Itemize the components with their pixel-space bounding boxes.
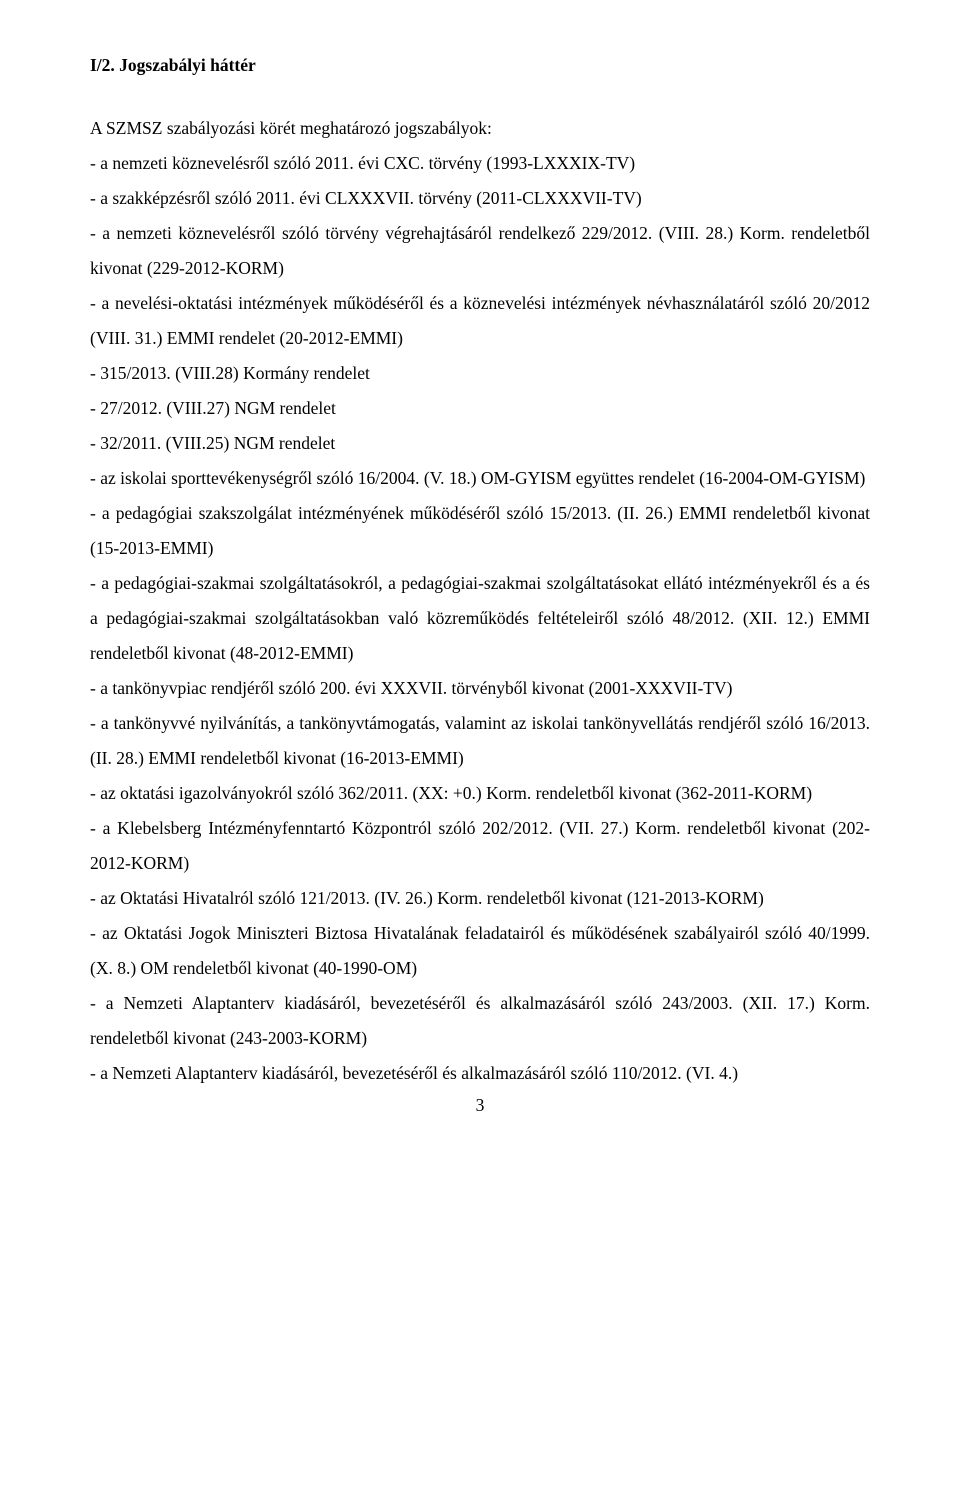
body-text: - a nemzeti köznevelésről szóló 2011. év… [90, 146, 870, 1091]
section-heading: I/2. Jogszabályi háttér [90, 48, 870, 83]
intro-line: A SZMSZ szabályozási körét meghatározó j… [90, 111, 870, 146]
page-number: 3 [90, 1097, 870, 1115]
